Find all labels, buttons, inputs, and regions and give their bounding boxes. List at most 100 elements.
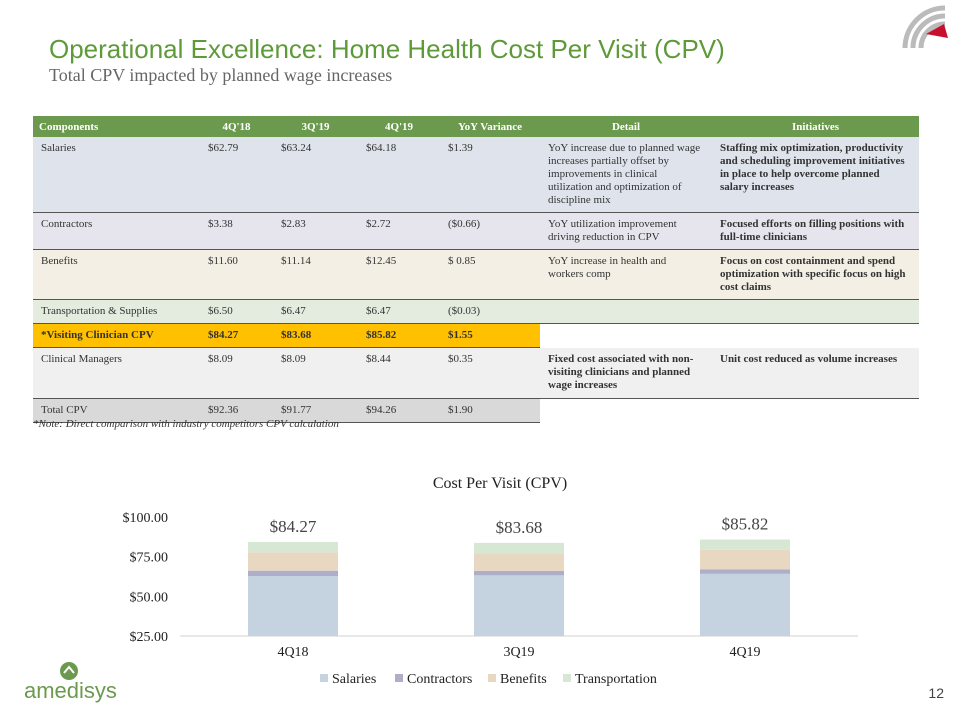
table-cell: Focus on cost containment and spend opti…: [712, 249, 919, 300]
bar-segment: [248, 576, 338, 636]
table-cell: Focused efforts on filling positions wit…: [712, 212, 919, 250]
table-cell: $1.90: [440, 398, 540, 423]
column-header: 3Q'19: [273, 116, 358, 137]
table-cell: Clinical Managers: [33, 347, 200, 399]
table-cell: [540, 299, 712, 324]
table-cell: $8.09: [200, 347, 273, 399]
slide-title: Operational Excellence: Home Health Cost…: [49, 34, 725, 64]
table-cell: $6.50: [200, 299, 273, 324]
total-label: $85.82: [722, 514, 769, 533]
corner-logo: [902, 5, 948, 49]
bar-segment: [248, 541, 338, 553]
total-label: $84.27: [270, 517, 317, 536]
table-cell: $1.55: [440, 323, 540, 348]
table-cell: $11.60: [200, 249, 273, 300]
bar-segment: [700, 539, 790, 550]
table-cell: *Visiting Clinician CPV: [33, 323, 200, 348]
table-cell: $8.44: [358, 347, 440, 399]
table-cell: $63.24: [273, 137, 358, 213]
x-tick-label: 4Q18: [277, 645, 308, 660]
table-row: Transportation & Supplies $6.50 $6.47 $6.47…: [33, 299, 919, 324]
table-cell: $1.39: [440, 137, 540, 213]
table-cell: [712, 299, 919, 324]
column-header: 4Q'19: [358, 116, 440, 137]
table-row: Clinical Managers $8.09 $8.09 $8.44 $0.35 Fix…: [33, 347, 919, 399]
table-cell: ($0.03): [440, 299, 540, 324]
page-number: 12: [928, 685, 944, 701]
table-cell: Fixed cost associated with non-visiting …: [540, 347, 712, 399]
table-cell: $8.09: [273, 347, 358, 399]
legend-swatch: [320, 674, 328, 682]
table-cell: $2.72: [358, 212, 440, 250]
table-cell: [712, 398, 919, 423]
cost-table: Components 4Q'18 3Q'19 4Q'19 YoY Variance Det…: [33, 116, 919, 423]
table-cell: $83.68: [273, 323, 358, 348]
bars: [248, 539, 790, 636]
company-logo: [60, 662, 78, 680]
y-tick-label: $25.00: [130, 630, 169, 645]
table-row: Contractors $3.38 $2.83 $2.72 ($0.66) YoY uti…: [33, 212, 919, 250]
bar-segment: [700, 549, 790, 570]
table-cell: $0.35: [440, 347, 540, 399]
table-row: Benefits $11.60 $11.14 $12.45 $ 0.85 YoY incr…: [33, 249, 919, 300]
table-cell: Benefits: [33, 249, 200, 300]
table-cell: YoY increase in health and workers comp: [540, 249, 712, 300]
table-cell: $85.82: [358, 323, 440, 348]
legend-swatch: [395, 674, 403, 682]
bar-segment: [474, 570, 564, 576]
footnote: *Note: Direct comparison with industry c…: [33, 418, 339, 430]
column-header: Detail: [540, 116, 712, 137]
logo-text: amedisys: [24, 678, 117, 703]
table-cell: Unit cost reduced as volume increases: [712, 347, 919, 399]
table-cell: $3.38: [200, 212, 273, 250]
table-cell: $ 0.85: [440, 249, 540, 300]
table-cell: $91.77: [273, 398, 358, 423]
table-cell: Contractors: [33, 212, 200, 250]
x-tick-label: 3Q19: [503, 645, 534, 660]
chart-title: Cost Per Visit (CPV): [433, 475, 567, 492]
legend-label: Salaries: [332, 672, 376, 687]
bar-segment: [700, 569, 790, 574]
bar-segment: [248, 570, 338, 577]
table-cell: $94.26: [358, 398, 440, 423]
bar-segment: [700, 573, 790, 636]
column-header: Components: [33, 116, 200, 137]
y-tick-label: $50.00: [130, 590, 169, 605]
table-row: Total CPV $92.36 $91.77 $94.26 $1.90: [33, 398, 919, 423]
table-cell: $6.47: [358, 299, 440, 324]
table-cell: $62.79: [200, 137, 273, 213]
legend-label: Benefits: [500, 672, 547, 687]
table-cell: YoY increase due to planned wage increas…: [540, 137, 712, 213]
table-cell: [712, 323, 919, 348]
table-cell: $11.14: [273, 249, 358, 300]
column-header: Initiatives: [712, 116, 919, 137]
legend-label: Contractors: [407, 672, 472, 687]
column-header: YoY Variance: [440, 116, 540, 137]
table-cell: $64.18: [358, 137, 440, 213]
legend-swatch: [563, 674, 571, 682]
table-cell: [540, 323, 712, 348]
column-header: 4Q'18: [200, 116, 273, 137]
y-tick-label: $75.00: [130, 551, 169, 566]
table-cell: Transportation & Supplies: [33, 299, 200, 324]
table-cell: [540, 398, 712, 423]
table-cell: Salaries: [33, 137, 200, 213]
table-cell: ($0.66): [440, 212, 540, 250]
table-cell: $2.83: [273, 212, 358, 250]
table-row: *Visiting Clinician CPV $84.27 $83.68 $85.8…: [33, 323, 919, 348]
x-tick-label: 4Q19: [729, 645, 760, 660]
legend-label: Transportation: [575, 672, 657, 687]
table-cell: Total CPV: [33, 398, 200, 423]
table-cell: Staffing mix optimization, productivity …: [712, 137, 919, 213]
table-cell: $84.27: [200, 323, 273, 348]
table-cell: $92.36: [200, 398, 273, 423]
bar-segment: [474, 575, 564, 636]
legend-swatch: [488, 674, 496, 682]
table-cell: $6.47: [273, 299, 358, 324]
slide-subtitle: Total CPV impacted by planned wage incre…: [49, 65, 393, 85]
y-tick-label: $100.00: [123, 511, 169, 526]
table-cell: $12.45: [358, 249, 440, 300]
bar-segment: [474, 553, 564, 571]
